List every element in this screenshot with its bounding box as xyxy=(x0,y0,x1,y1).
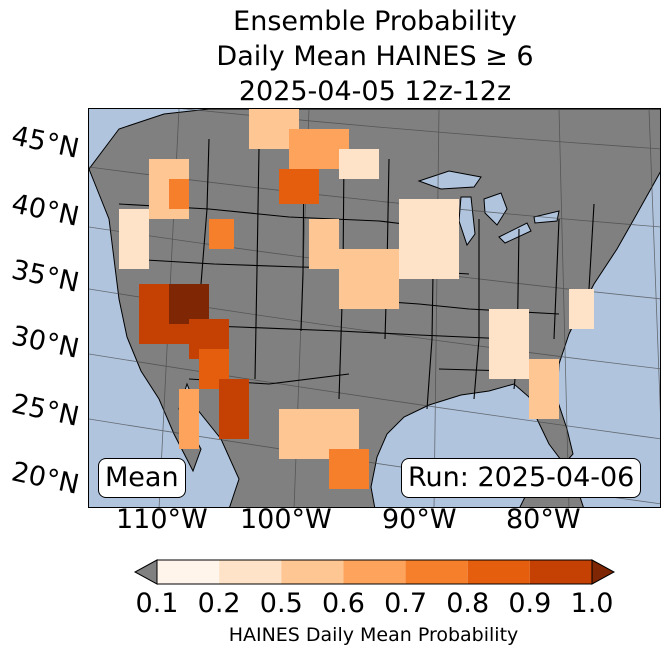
colorbar-segment xyxy=(219,560,282,584)
lon-label-110: 110°W xyxy=(116,504,208,535)
lon-label-80: 80°W xyxy=(506,504,581,535)
lon-label-100: 100°W xyxy=(240,504,332,535)
colorbar-segment xyxy=(405,560,468,584)
mean-label-box: Mean xyxy=(98,458,186,498)
colorbar-segment xyxy=(343,560,406,584)
title-line-3: 2025-04-05 12z-12z xyxy=(238,76,512,107)
lat-label-40: 40°N xyxy=(8,188,82,233)
colorbar-tick-label: 0.5 xyxy=(259,588,303,619)
colorbar-tick-label: 0.1 xyxy=(135,588,179,619)
colorbar-tick-label: 0.9 xyxy=(508,588,552,619)
colorbar-frame xyxy=(156,559,593,585)
title-line-2: Daily Mean HAINES ≥ 6 xyxy=(216,41,534,72)
colorbar-tick-label: 0.8 xyxy=(446,588,490,619)
colorbar-segment xyxy=(281,560,344,584)
lat-label-20: 20°N xyxy=(8,456,82,501)
lat-label-35: 35°N xyxy=(8,254,82,299)
colorbar-segment xyxy=(467,560,530,584)
colorbar-tick-label: 1.0 xyxy=(570,588,614,619)
run-label-box: Run: 2025-04-06 xyxy=(401,458,642,498)
lat-label-45: 45°N xyxy=(8,120,82,165)
great-lakes xyxy=(417,170,560,247)
colorbar-over-triangle xyxy=(591,559,616,585)
lat-label-25: 25°N xyxy=(8,388,82,433)
lon-label-90: 90°W xyxy=(382,504,457,535)
map-panel xyxy=(88,108,661,508)
colorbar-under-triangle xyxy=(133,559,158,585)
colorbar-segment xyxy=(157,560,220,584)
colorbar-segment xyxy=(529,560,592,584)
colorbar-tick-label: 0.2 xyxy=(197,588,241,619)
colorbar-tick-label: 0.7 xyxy=(384,588,428,619)
map-svg xyxy=(89,109,660,507)
lat-label-30: 30°N xyxy=(8,320,82,365)
title-line-1: Ensemble Probability xyxy=(233,6,517,37)
colorbar-label: HAINES Daily Mean Probability xyxy=(228,624,519,646)
probability-shading xyxy=(119,109,594,489)
colorbar-tick-label: 0.6 xyxy=(321,588,365,619)
